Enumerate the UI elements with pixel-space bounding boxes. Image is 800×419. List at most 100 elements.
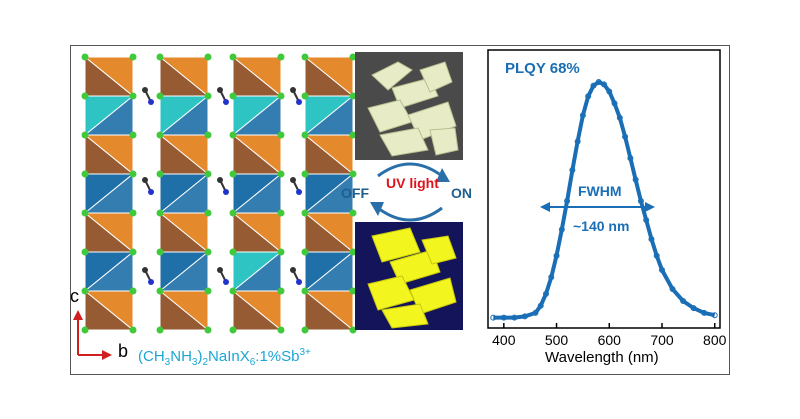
data-point — [632, 176, 639, 183]
halide-atom — [301, 248, 309, 256]
halide-atom — [204, 53, 212, 61]
data-point — [548, 274, 555, 281]
data-point — [611, 100, 618, 107]
halide-atom — [229, 248, 237, 256]
formula-part: NaInX — [208, 348, 250, 365]
halide-atom — [277, 92, 285, 100]
halide-atom — [229, 53, 237, 61]
halide-atom — [204, 131, 212, 139]
off-label: OFF — [341, 185, 369, 201]
halide-atom — [301, 53, 309, 61]
halide-atom — [156, 92, 164, 100]
halide-atom — [156, 326, 164, 334]
halide-atom — [129, 209, 137, 217]
halide-atom — [81, 326, 89, 334]
axis-label-c: c — [70, 286, 79, 306]
halide-atom — [204, 287, 212, 295]
data-point — [585, 93, 592, 100]
halide-atom — [349, 209, 357, 217]
uv-cycle-arrows — [377, 162, 443, 222]
data-point — [711, 312, 718, 319]
halide-atom — [229, 287, 237, 295]
halide-atom — [156, 209, 164, 217]
data-point — [574, 138, 581, 145]
on-label: ON — [451, 185, 472, 201]
x-tick-label: 400 — [492, 332, 516, 348]
data-point — [543, 290, 549, 297]
data-point — [511, 314, 518, 321]
halide-atom — [129, 92, 137, 100]
methylammonium-cation — [142, 267, 154, 285]
data-point — [601, 81, 607, 88]
halide-atom — [156, 248, 164, 256]
x-axis-label: Wavelength (nm) — [545, 349, 659, 366]
halide-atom — [204, 209, 212, 217]
halide-atom — [156, 53, 164, 61]
formula-sub: 2 — [202, 357, 209, 368]
fwhm-value: ~140 nm — [573, 218, 630, 234]
data-point — [558, 226, 565, 233]
formula-part: :1%Sb — [255, 348, 300, 365]
octahedron-face — [159, 289, 210, 331]
uv-light-label: UV light — [386, 175, 439, 191]
halide-atom — [301, 209, 309, 217]
octahedron-face — [304, 289, 355, 331]
methylammonium-cation — [290, 177, 302, 195]
halide-atom — [204, 170, 212, 178]
fwhm-arrow — [540, 202, 655, 212]
halide-atom — [204, 326, 212, 334]
data-point — [622, 133, 629, 140]
halide-atom — [81, 170, 89, 178]
halide-atom — [156, 170, 164, 178]
halide-atom — [129, 248, 137, 256]
arrow-head-top — [436, 168, 450, 182]
halide-atom — [229, 209, 237, 217]
halide-atom — [229, 131, 237, 139]
halide-atom — [349, 248, 357, 256]
data-point — [690, 305, 697, 312]
halide-atom — [229, 170, 237, 178]
formula-part: (CH — [138, 348, 165, 365]
halide-atom — [129, 287, 137, 295]
halide-atom — [129, 53, 137, 61]
compound-formula: (CH3NH3)2NaInX6:1%Sb3+ — [138, 347, 311, 368]
methylammonium-cation — [217, 267, 229, 285]
x-tick-label: 700 — [650, 332, 674, 348]
data-point — [701, 309, 708, 316]
methylammonium-cation — [142, 87, 154, 105]
halide-atom — [277, 131, 285, 139]
data-point — [643, 217, 650, 224]
plqy-annotation: PLQY 68% — [505, 60, 580, 77]
formula-sub: 3 — [191, 357, 198, 368]
halide-atom — [129, 131, 137, 139]
figure-frame — [70, 45, 730, 375]
formula-part: ) — [197, 348, 203, 365]
x-axis-ticks — [503, 323, 716, 328]
data-point — [595, 79, 602, 85]
halide-atom — [229, 92, 237, 100]
octahedron-face — [232, 289, 283, 331]
chart-plot-area — [487, 49, 721, 329]
halide-atom — [277, 170, 285, 178]
data-point — [606, 88, 613, 95]
photo-on-crystals — [367, 227, 457, 329]
data-point — [616, 114, 623, 121]
data-point — [564, 198, 571, 204]
formula-sup: 3+ — [299, 347, 311, 358]
methylammonium-cation — [290, 87, 302, 105]
halide-atom — [81, 287, 89, 295]
halide-atom — [349, 131, 357, 139]
halide-atom — [277, 287, 285, 295]
halide-atom — [349, 326, 357, 334]
data-point — [579, 112, 586, 119]
halide-atom — [277, 326, 285, 334]
halide-atom — [277, 53, 285, 61]
x-tick-label: 600 — [597, 332, 621, 348]
halide-atom — [204, 92, 212, 100]
x-tick-label: 500 — [544, 332, 569, 348]
halide-atom — [277, 248, 285, 256]
halide-atom — [301, 170, 309, 178]
